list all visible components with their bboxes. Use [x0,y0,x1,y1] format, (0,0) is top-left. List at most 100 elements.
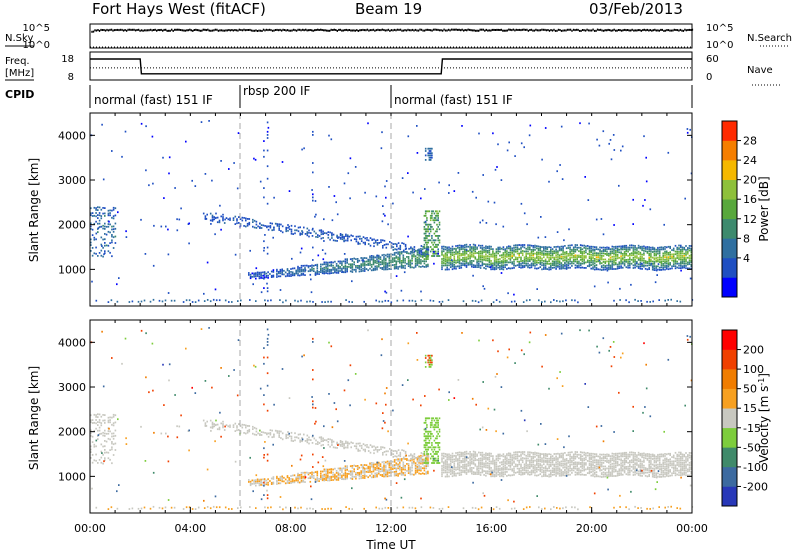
nsky-point [321,29,323,31]
power-cell [553,258,556,261]
velocity-cell [458,451,461,454]
power-cell [502,264,505,267]
power-cell [565,263,568,266]
velocity-cell [634,463,636,466]
velocity-cell [683,464,686,466]
power-cell [433,262,435,265]
velocity-cell [543,475,545,477]
velocity-cell [551,457,554,460]
velocity-cell [492,473,494,476]
velocity-cell [564,452,566,454]
power-cell [239,218,242,220]
power-cell [114,235,117,238]
power-cell [476,264,478,266]
power-cell [481,219,484,222]
power-cell [140,122,143,125]
velocity-cell [667,470,670,473]
power-cell [513,253,515,256]
velocity-cell [590,452,592,455]
velocity-cell [457,459,459,462]
power-cell [380,239,382,241]
velocity-cell [486,454,489,457]
velocity-cell [606,457,608,460]
power-cell [588,251,591,253]
velocity-cell [493,473,496,476]
velocity-cell [537,464,540,467]
power-cell [336,240,338,242]
nsky-point [428,29,430,31]
velocity-cell [499,453,501,456]
nsky-point [130,28,132,31]
velocity-cell [599,463,601,466]
power-cell [562,249,564,252]
nsky-point [160,28,162,31]
velocity-cell [458,457,461,460]
velocity-cell [541,457,543,460]
power-cell [222,213,224,216]
velocity-cell [674,469,677,472]
velocity-cell [650,471,652,474]
power-cell [348,235,351,238]
power-cell [214,217,217,220]
velocity-cell [269,480,271,482]
power-cell [383,265,385,267]
power-cell [609,266,612,269]
nsky-point [168,29,170,32]
power-cell [300,274,303,276]
power-cell [481,259,484,261]
velocity-cell [595,473,598,476]
colorbar-cell [722,218,737,239]
velocity-cell [655,460,657,462]
velocity-cell [685,469,687,472]
power-cell [349,197,351,200]
power-cell [630,262,633,265]
power-cell [680,265,682,267]
velocity-cell [453,471,456,473]
power-cell [646,268,649,271]
power-cell [301,148,303,151]
colorbar-cell [722,140,737,161]
nsky-point [628,29,630,32]
velocity-cell [641,475,643,477]
power-cell [100,236,103,239]
power-cell [472,254,475,257]
power-cell [404,245,407,248]
nsky-point [115,29,117,31]
power-cell [464,256,466,259]
power-cell [565,299,567,302]
velocity-cell [474,471,477,474]
power-cell [483,251,485,253]
velocity-cell [497,455,499,458]
nsky-point [208,29,210,32]
power-cell [660,262,663,265]
power-cell [507,251,510,254]
velocity-cell [583,453,585,456]
nsky-point [261,30,263,32]
velocity-cell [583,462,585,464]
velocity-cell [449,460,452,463]
power-cell [525,257,527,260]
velocity-cell [506,475,508,477]
power-cell [685,265,687,267]
power-cell [209,212,212,215]
power-cell [520,202,523,205]
power-cell [185,140,187,143]
power-cell [225,217,228,219]
power-cell [453,264,456,266]
power-cell [429,147,432,150]
power-cell [623,244,626,247]
velocity-cell [527,453,529,456]
velocity-cell [593,469,596,472]
velocity-cell [639,462,642,465]
power-cell [249,249,251,252]
power-cell [567,266,570,269]
power-cell [537,261,540,264]
power-cell [685,267,687,270]
power-cell [386,255,389,258]
velocity-cell [627,453,629,456]
velocity-cell [300,473,303,476]
velocity-cell [622,453,624,456]
power-cell [622,257,624,260]
power-cell [583,244,585,247]
velocity-cell [516,465,519,467]
